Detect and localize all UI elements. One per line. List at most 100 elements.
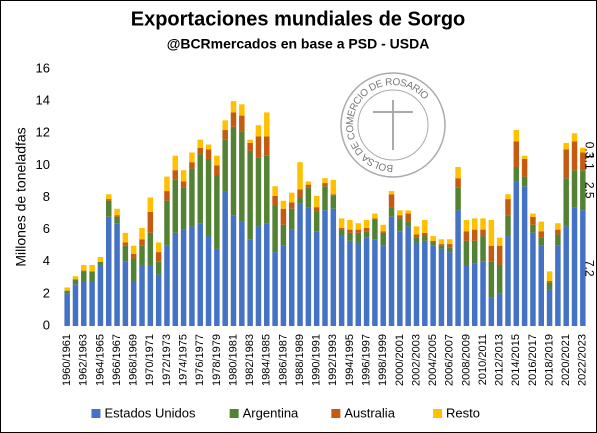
x-tick-label: 2020/2021 [560, 334, 572, 386]
bar-segment [280, 224, 287, 246]
bar-segment [338, 218, 345, 229]
bar-segment [139, 245, 145, 265]
bar-segment [189, 226, 195, 326]
bar-segment [89, 264, 95, 272]
bar-segment [455, 187, 461, 211]
bar-segment [405, 210, 411, 214]
bar-segment [380, 224, 386, 232]
bar-segment [488, 245, 495, 262]
bar-segment [521, 155, 528, 159]
bar-segment [530, 216, 536, 225]
bar-segment [322, 178, 328, 184]
bar-segment [97, 261, 104, 265]
bar-segment [505, 236, 511, 326]
bar-segment [363, 219, 370, 229]
bar-segment [347, 240, 353, 326]
bar-segment [355, 229, 362, 233]
bar-segment [546, 271, 553, 282]
bar-segment [496, 293, 503, 326]
bar-segment [447, 244, 453, 248]
legend-swatch [331, 409, 341, 418]
bar-segment [530, 232, 536, 326]
bar-segment [571, 170, 578, 208]
x-tick-label: 1988/1989 [294, 334, 306, 386]
y-axis-label: Millones de toneladfas [13, 127, 29, 266]
bar-segment [313, 207, 320, 212]
x-tick-label: 1992/1993 [327, 334, 339, 386]
bar-segment [496, 245, 503, 265]
bar-segment [338, 228, 345, 230]
bar-segment [538, 237, 544, 246]
bar-segment [521, 186, 528, 326]
bar-segment [230, 215, 237, 326]
x-tick-label: 1962/1963 [78, 334, 90, 386]
bar-segment [496, 237, 503, 246]
bar-segment [89, 281, 95, 326]
x-tick-label: 1968/1969 [128, 334, 140, 386]
x-tick-label: 1960/1961 [61, 334, 73, 386]
bar-segment [180, 229, 187, 326]
chart-title: Exportaciones mundiales de Sorgo [131, 8, 466, 30]
bar-segment [555, 245, 561, 326]
bar-segment [580, 152, 586, 171]
bar-segment [180, 170, 187, 182]
bar-segment [372, 239, 378, 326]
bar-segment [338, 229, 345, 237]
legend-swatch [91, 409, 101, 418]
bar-segment [471, 263, 478, 326]
bar-segment [463, 264, 470, 326]
bar-segment [563, 149, 569, 179]
bar-segment [488, 261, 495, 298]
bar-segment [264, 155, 270, 224]
bar-segment [455, 178, 461, 188]
bar-segment [106, 199, 112, 201]
bar-segment [380, 231, 386, 233]
bar-segment [447, 252, 453, 326]
bar-segment [513, 166, 520, 182]
y-tick-label: 2 [43, 285, 50, 300]
bar-segment [380, 232, 386, 246]
bar-segment [122, 232, 129, 243]
bar-segment [546, 281, 553, 283]
bar-segment [372, 213, 378, 219]
bar-segment [422, 232, 428, 237]
bar-segment [555, 229, 561, 235]
bar-segment [106, 216, 112, 326]
bar-segment [139, 239, 145, 246]
bar-segment [214, 155, 220, 166]
bar-segment [505, 194, 511, 200]
bar-segment [397, 218, 403, 232]
bar-segment [363, 237, 370, 326]
bar-segment [447, 247, 453, 253]
bar-segment [546, 289, 553, 326]
y-tick-label: 10 [36, 157, 50, 172]
bar-segment [172, 232, 179, 326]
logo-ring [357, 89, 429, 161]
bar-segment [230, 112, 237, 127]
bar-segment [272, 252, 278, 326]
bar-segment [164, 176, 170, 192]
bar-segment [405, 213, 411, 222]
x-tick-label: 1998/1999 [377, 334, 389, 386]
y-tick-label: 4 [43, 253, 50, 268]
x-tick-label: 1994/1995 [344, 334, 356, 386]
bar-segment [172, 170, 179, 180]
bar-segment [488, 297, 495, 326]
bar-segment [563, 178, 569, 227]
bar-segment [430, 236, 436, 241]
bar-segment [330, 194, 337, 196]
bar-segment [330, 208, 337, 326]
bar-segment [480, 236, 486, 262]
x-tick-label: 1984/1985 [261, 334, 273, 386]
bar-segment [172, 179, 179, 233]
bar-segment [438, 239, 445, 245]
bar-segment [397, 231, 403, 326]
bar-segment [205, 236, 212, 326]
bar-segment [322, 183, 328, 187]
bar-segment [197, 147, 203, 155]
bar-segment [347, 229, 353, 233]
bar-segment [305, 187, 312, 208]
bar-segment [430, 245, 436, 326]
bar-segment [413, 226, 420, 235]
